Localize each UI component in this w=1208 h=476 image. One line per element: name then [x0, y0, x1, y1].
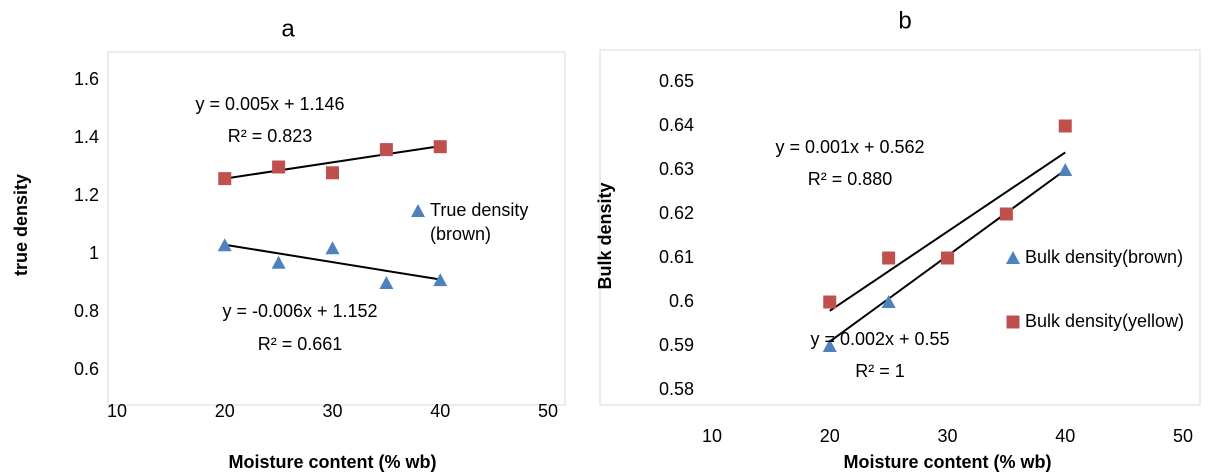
- legend-marker: [1006, 251, 1020, 264]
- data-point: [1058, 163, 1073, 176]
- y-tick-label: 0.58: [659, 379, 694, 399]
- y-tick-label: 0.61: [659, 247, 694, 267]
- trendline-equation: y = 0.001x + 0.562: [775, 137, 924, 157]
- legend-entry: Bulk density(yellow): [1025, 311, 1185, 331]
- x-tick-label: 40: [1055, 426, 1075, 446]
- data-point: [999, 207, 1013, 221]
- legend-label: Bulk density(yellow): [1025, 311, 1185, 331]
- trendline-equation: R² = 0.823: [228, 126, 313, 146]
- y-tick-label: 0.6: [74, 359, 99, 379]
- y-tick-label: 1.2: [74, 185, 99, 205]
- chart-title: b: [898, 7, 911, 34]
- y-tick-label: 0.62: [659, 203, 694, 223]
- y-axis-label: Bulk density: [595, 182, 615, 289]
- chart-title: a: [281, 15, 295, 42]
- data-point: [881, 295, 896, 308]
- y-tick-label: 1.4: [74, 127, 99, 147]
- x-axis-label: Moisture content (% wb): [844, 452, 1052, 472]
- data-point: [433, 273, 448, 287]
- chart-frame: [599, 49, 1201, 406]
- data-point: [272, 160, 286, 174]
- data-point: [1058, 119, 1072, 133]
- data-point: [823, 295, 837, 309]
- legend-entry: True density (brown): [430, 200, 529, 244]
- y-tick-label: 0.59: [659, 335, 694, 355]
- y-tick-label: 0.8: [74, 301, 99, 321]
- x-tick-label: 40: [430, 401, 450, 421]
- data-point: [326, 166, 339, 180]
- x-tick-label: 30: [937, 426, 957, 446]
- y-tick-label: 0.63: [659, 159, 694, 179]
- data-point: [379, 143, 393, 157]
- trendline-equation: y = 0.002x + 0.55: [810, 329, 949, 349]
- y-axis-label: true density: [11, 174, 31, 276]
- x-tick-label: 50: [1173, 426, 1193, 446]
- trendline: [224, 243, 441, 281]
- x-tick-label: 20: [215, 401, 235, 421]
- y-tick-label: 0.6: [669, 291, 694, 311]
- y-tick-label: 0.64: [659, 115, 694, 135]
- trendline-equation: R² = 0.880: [808, 169, 893, 189]
- data-point: [218, 172, 232, 186]
- legend-label: True density (brown): [430, 200, 529, 244]
- legend-marker: [411, 204, 425, 217]
- data-point: [822, 339, 837, 352]
- data-point: [433, 140, 447, 154]
- x-tick-label: 30: [322, 401, 342, 421]
- x-tick-label: 10: [702, 426, 722, 446]
- legend-entry: Bulk density(brown): [1025, 247, 1184, 267]
- y-tick-label: 0.65: [659, 71, 694, 91]
- data-point: [217, 238, 232, 252]
- x-axis-label: Moisture content (% wb): [229, 452, 437, 472]
- legend-marker: [1006, 315, 1020, 329]
- data-point: [271, 255, 286, 269]
- trendline-equation: y = -0.006x + 1.152: [222, 301, 377, 321]
- chart-frame: [107, 51, 566, 406]
- x-tick-label: 10: [107, 401, 127, 421]
- trendline-equation: y = 0.005x + 1.146: [195, 94, 344, 114]
- trendline: [224, 145, 441, 180]
- x-tick-label: 50: [538, 401, 558, 421]
- data-point: [379, 276, 394, 289]
- data-point: [325, 241, 340, 255]
- trendline-equation: R² = 1: [855, 361, 905, 381]
- y-tick-label: 1: [89, 243, 99, 263]
- legend-label: Bulk density(brown): [1025, 247, 1184, 267]
- trendline: [829, 151, 1066, 312]
- data-point: [882, 251, 896, 265]
- trendline-equation: R² = 0.661: [258, 334, 343, 354]
- x-tick-label: 20: [820, 426, 840, 446]
- y-tick-label: 1.6: [74, 69, 99, 89]
- data-point: [941, 251, 954, 265]
